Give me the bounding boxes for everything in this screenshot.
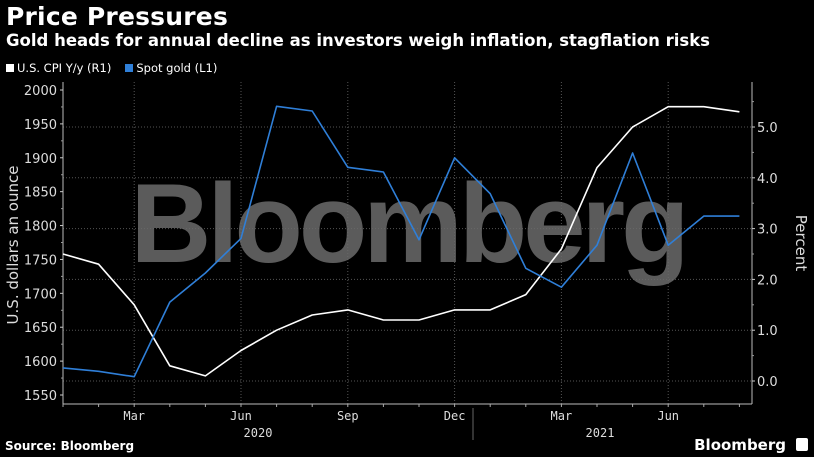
left-tick-label: 1750 xyxy=(24,253,57,268)
cpi-line xyxy=(62,105,740,377)
brand-logo-text: Bloomberg xyxy=(694,436,786,454)
legend-label-cpi: U.S. CPI Y/y (R1) xyxy=(17,61,112,75)
legend-label-gold: Spot gold (L1) xyxy=(136,61,218,75)
right-tick-label: 5.0 xyxy=(757,121,778,136)
bloomberg-chart-icon xyxy=(796,438,808,451)
left-tick-label: 2000 xyxy=(24,84,57,99)
right-tick-label: 3.0 xyxy=(757,223,778,238)
x-year-label: 2020 xyxy=(244,426,273,440)
left-tick-label: 1600 xyxy=(24,355,57,370)
left-tick-label: 1850 xyxy=(24,186,57,201)
left-tick-label: 1800 xyxy=(24,220,57,235)
legend-item-cpi: U.S. CPI Y/y (R1) xyxy=(6,61,111,75)
right-tick-label: 0.0 xyxy=(757,375,778,390)
left-tick-label: 1550 xyxy=(24,389,57,404)
x-tick-label: Sep xyxy=(337,409,359,423)
left-tick-label: 1700 xyxy=(24,287,57,302)
source-note: Source: Bloomberg xyxy=(5,439,135,453)
left-tick-label: 1900 xyxy=(24,152,57,167)
right-tick-label: 1.0 xyxy=(757,324,778,339)
left-tick-label: 1950 xyxy=(24,118,57,133)
gold-price-line xyxy=(62,105,740,378)
x-tick-label: Mar xyxy=(551,409,573,423)
x-tick-label: Dec xyxy=(444,409,466,423)
x-tick-label: Jun xyxy=(657,409,679,423)
legend-swatch-cpi xyxy=(6,64,14,72)
right-tick-label: 2.0 xyxy=(757,273,778,288)
x-year-label: 2021 xyxy=(586,426,615,440)
x-tick-label: Mar xyxy=(123,409,145,423)
left-axis-title: U.S. dollars an ounce xyxy=(4,166,22,325)
chart-subtitle: Gold heads for annual decline as investo… xyxy=(6,31,711,50)
left-tick-label: 1650 xyxy=(24,321,57,336)
chart-title: Price Pressures xyxy=(6,2,229,31)
x-tick-label: Jun xyxy=(230,409,252,423)
right-axis-title: Percent xyxy=(792,215,810,272)
legend-swatch-gold xyxy=(125,64,134,72)
right-tick-label: 4.0 xyxy=(757,172,778,187)
bloomberg-watermark: Bloomberg xyxy=(130,161,685,286)
legend: U.S. CPI Y/y (R1) Spot gold (L1) xyxy=(6,61,217,75)
legend-item-gold: Spot gold (L1) xyxy=(125,61,217,75)
